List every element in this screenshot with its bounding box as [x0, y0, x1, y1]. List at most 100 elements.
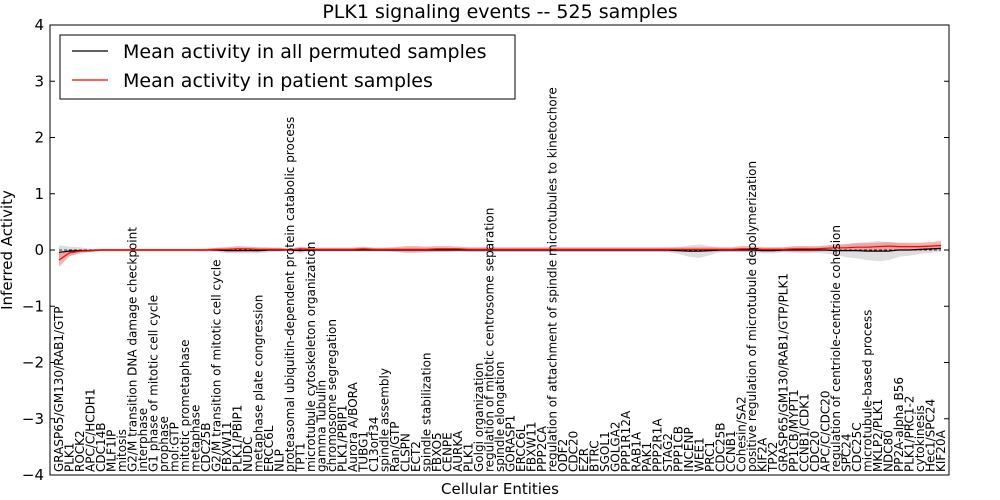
- x-tick-label: mitotic prometaphase: [178, 340, 192, 473]
- y-axis: −4 −3 −2 −1 0 1 2 3 4: [22, 16, 949, 484]
- x-tick-label: RAB1A: [630, 431, 644, 472]
- x-tick-label: spindle assembly: [378, 368, 392, 472]
- confidence-band-patient: [59, 241, 941, 267]
- x-tick-label: ERCC6L: [514, 425, 528, 472]
- x-tick-label: CDC14B: [94, 423, 108, 473]
- x-tick-label: spindle stabilization: [420, 352, 434, 472]
- x-tick-labels: GRASP65/GM130/RAB1/GTPPLK1ROCK2APC/C/HCD…: [52, 87, 948, 473]
- x-tick-label: CDC25B: [199, 423, 213, 473]
- x-tick-label: APC/C/CDC20: [819, 390, 833, 472]
- x-tick-label: GRASP65/GM130/RAB1/GTP/PLK1: [777, 273, 791, 472]
- x-tick-label: CDC20: [567, 431, 581, 472]
- x-tick-label: SPC24: [840, 433, 854, 472]
- x-tick-label: regulation of attachment of spindle micr…: [546, 87, 560, 472]
- x-tick-label: CLSPN: [399, 433, 413, 472]
- x-tick-label: G2/M transition of mitotic cell cycle: [210, 259, 224, 472]
- series-line-patient: [58, 244, 942, 261]
- x-tick-label: PLK1: [63, 443, 77, 472]
- x-tick-label: G1 phase of mitotic cell cycle: [147, 295, 161, 472]
- x-tick-label: BTRC: [588, 440, 602, 472]
- x-tick-label: STAG2: [661, 433, 675, 472]
- x-tick-label: microtubule cytoskeleton organization: [304, 242, 318, 472]
- x-tick-label: FBXW11: [220, 422, 234, 473]
- x-tick-label: metaphase plate congression: [252, 295, 266, 472]
- x-tick-label: ECT2: [409, 441, 423, 472]
- x-tick-label: AURKA: [451, 430, 465, 472]
- x-tick-label: SGOL1: [598, 431, 612, 472]
- x-tick-label: TPT1: [294, 442, 308, 473]
- x-tick-label: PP2A-alpha B56: [892, 377, 906, 472]
- y-tick-label: −4: [22, 466, 44, 484]
- x-tick-label: CENPE: [441, 432, 455, 472]
- x-tick-label: PRC1: [703, 441, 717, 472]
- x-tick-label: PLK1/PBIP1: [231, 405, 245, 472]
- x-tick-label: C13orf34: [367, 417, 381, 472]
- y-tick-label: −2: [22, 354, 44, 372]
- x-tick-label: FBXW11: [525, 422, 539, 473]
- series-lines: [58, 244, 942, 261]
- x-tick-label: INCENP: [682, 427, 696, 472]
- y-tick-label: −3: [22, 410, 44, 428]
- x-tick-label: ODF2: [556, 439, 570, 472]
- x-tick-label: NDC80: [882, 430, 896, 472]
- x-tick-label: CCNB1: [724, 430, 738, 472]
- x-tick-label: CDC25B: [714, 423, 728, 473]
- chart-title: PLK1 signaling events -- 525 samples: [322, 1, 677, 23]
- y-tick-label: 1: [34, 185, 44, 203]
- x-tick-label: MLF1IP: [105, 430, 119, 472]
- x-tick-label: ERCC6L: [262, 425, 276, 472]
- x-tick-label: chromosome segregation: [325, 319, 339, 472]
- x-tick-label: interphase: [136, 408, 150, 472]
- x-tick-label: cytokinesis: [913, 405, 927, 472]
- y-tick-label: 4: [34, 16, 44, 34]
- x-tick-label: GORASP1: [504, 415, 518, 472]
- x-tick-label: microtubule-based process: [861, 310, 875, 472]
- x-tick-label: PPP2R1A: [651, 418, 665, 472]
- x-tick-label: regulation of mitotic centrosome separat…: [483, 208, 497, 472]
- x-tick-label: regulation of centriole-centriole cohesi…: [829, 225, 843, 472]
- x-tick-label: mitosis: [115, 429, 129, 472]
- x-tick-label: PLK1/PRC1-2: [903, 396, 917, 472]
- x-tick-label: metaphase: [189, 405, 203, 472]
- x-tick-label: APC/C/HCDH1: [84, 388, 98, 472]
- legend-box: [59, 34, 516, 100]
- x-tick-label: GRASP65/GM130/RAB1/GTP: [52, 306, 66, 472]
- x-tick-label: PPP1R12A: [619, 410, 633, 472]
- x-tick-label: KIF20A: [934, 429, 948, 472]
- x-tick-label: proteasomal ubiquitin-dependent protein …: [283, 117, 297, 472]
- x-tick-label: ROCK2: [73, 430, 87, 472]
- confidence-bands: [59, 241, 941, 267]
- legend-label-patient: Mean activity in patient samples: [123, 70, 433, 92]
- x-tick-label: PAK1: [640, 442, 654, 472]
- x-tick-label: FBXO5: [430, 432, 444, 472]
- x-tick-label: CDC20: [808, 431, 822, 472]
- x-tick-label: PLK1/PBIP1: [336, 405, 350, 472]
- x-tick-label: Ran/GTP: [388, 421, 402, 472]
- x-tick-label: Cohesin/SA2: [735, 396, 749, 472]
- y-tick-label: 3: [34, 72, 44, 90]
- x-tick-label: PPP2CA: [535, 425, 549, 472]
- x-tick-label: GOLGA2: [609, 421, 623, 472]
- x-tick-label: Golgi organization: [472, 363, 486, 472]
- y-axis-label: Inferred Activity: [0, 190, 16, 310]
- x-tick-label: TPX2: [766, 442, 780, 473]
- x-tick-label: positive regulation of microtubule depol…: [745, 161, 759, 472]
- x-axis-label: Cellular Entities: [441, 480, 559, 498]
- x-tick-label: CDC25C: [850, 422, 864, 472]
- x-tick-label: CCNB1/CDK1: [798, 393, 812, 472]
- x-tick-label: Aurora A/BORA: [346, 382, 360, 472]
- legend-label-permuted: Mean activity in all permuted samples: [123, 41, 486, 63]
- x-tick-label: PLK1: [462, 443, 476, 472]
- y-tick-label: −1: [22, 297, 44, 315]
- x-tick-label: TUBG1: [357, 431, 371, 473]
- x-tick-label: NUDC: [241, 437, 255, 472]
- x-tick-label: KIF2A: [756, 437, 770, 472]
- x-tick-label: G2/M transition DNA damage checkpoint: [126, 227, 140, 472]
- x-tick-label: PPP1CB: [672, 426, 686, 472]
- x-tick-label: NLP: [273, 449, 287, 472]
- x-tick-label: Hec1/SPC24: [924, 399, 938, 472]
- x-tick-label: prophase: [157, 416, 171, 472]
- x-tick-label: WEE1: [693, 437, 707, 472]
- x-tick-label: PP1CB/MYPT1: [787, 389, 801, 472]
